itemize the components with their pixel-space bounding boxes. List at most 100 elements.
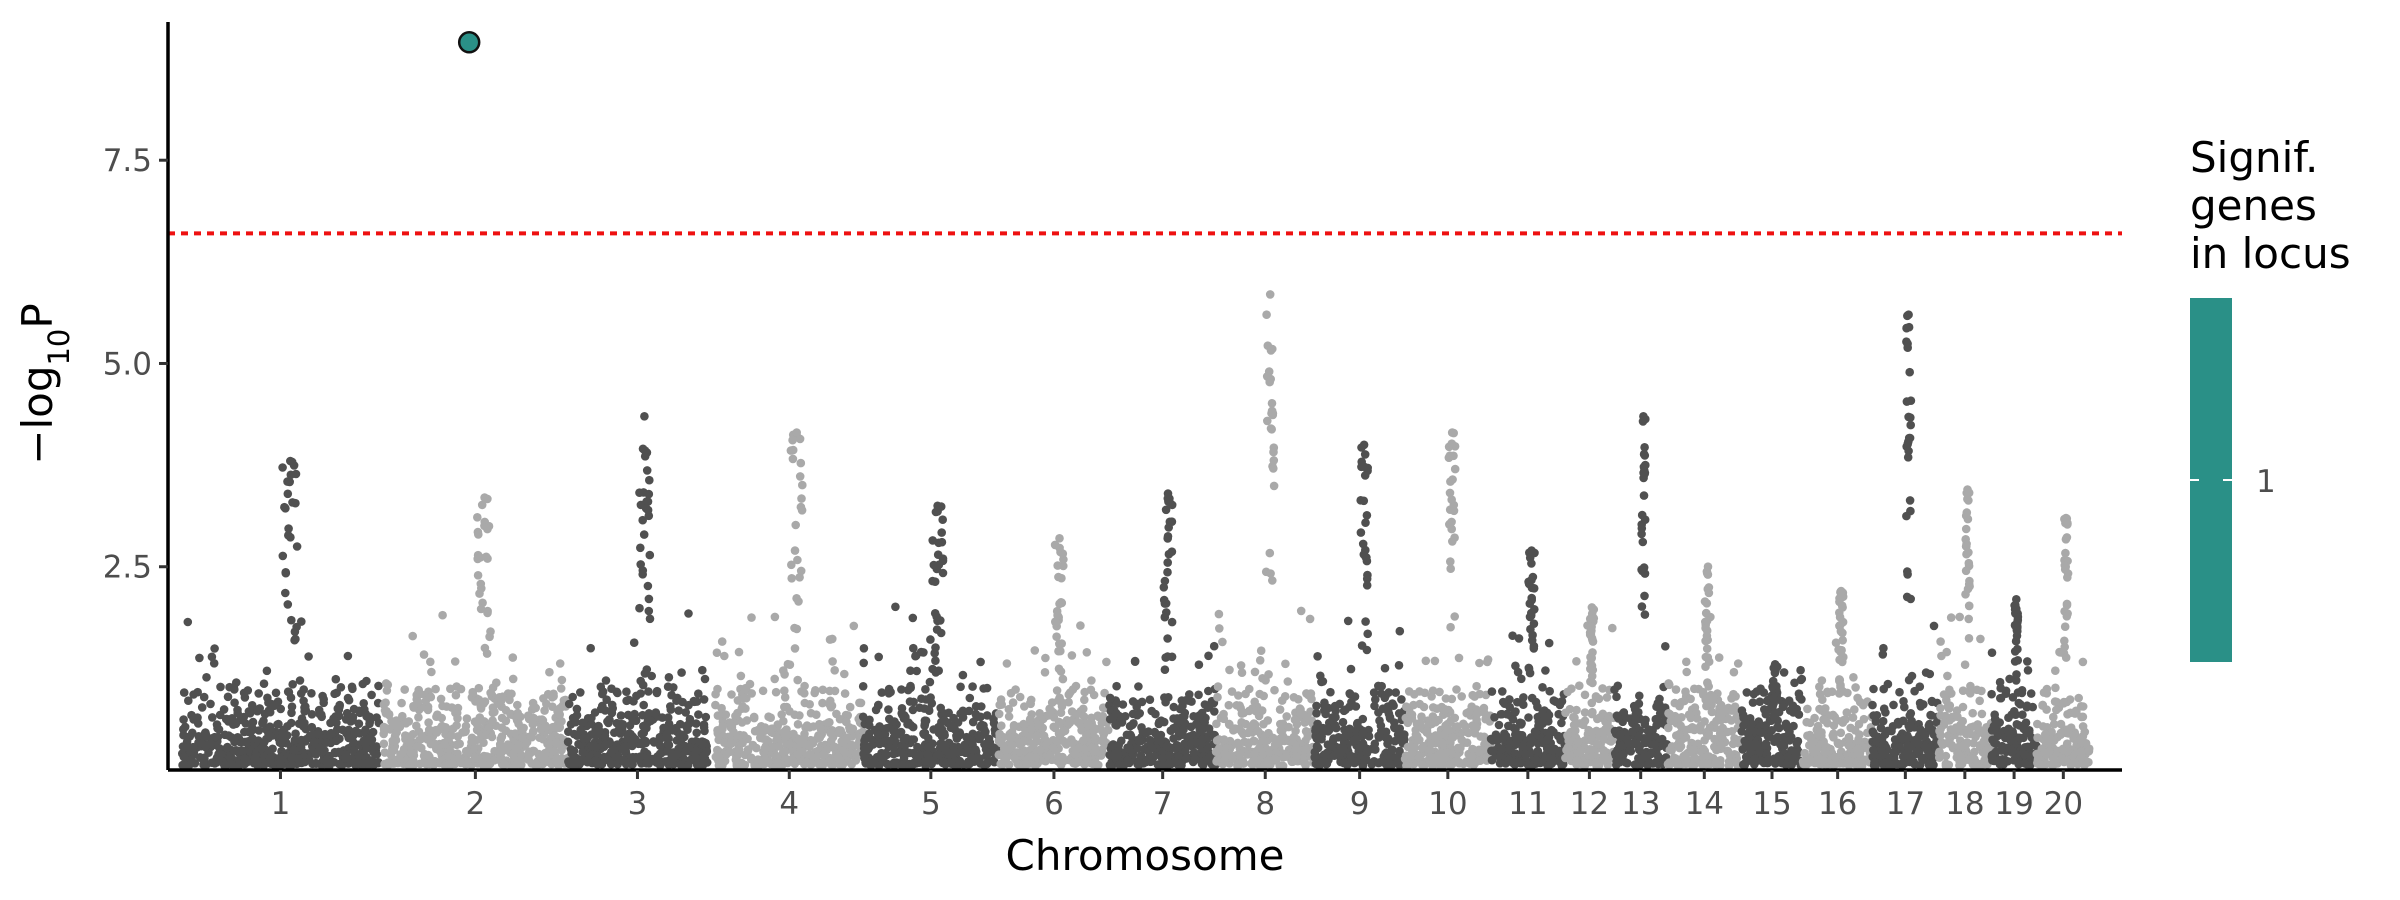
data-point <box>1155 718 1164 727</box>
data-point <box>802 721 812 730</box>
data-point <box>1655 709 1665 718</box>
data-point <box>1361 552 1371 562</box>
data-point <box>514 740 524 750</box>
data-point <box>833 752 843 762</box>
data-point <box>563 737 573 747</box>
data-point <box>847 740 857 750</box>
data-point <box>1377 681 1386 691</box>
data-point <box>1158 753 1167 763</box>
data-point <box>989 719 999 728</box>
data-point <box>1125 744 1134 754</box>
data-point <box>1170 757 1180 767</box>
data-point <box>1586 658 1595 668</box>
data-point <box>1889 700 1898 710</box>
data-point <box>1098 735 1108 744</box>
data-point <box>1402 702 1411 711</box>
data-point <box>1589 614 1599 623</box>
data-point <box>810 688 819 698</box>
data-point <box>1303 732 1313 741</box>
data-point <box>644 709 654 718</box>
data-point <box>994 750 1004 760</box>
data-point <box>643 581 653 591</box>
data-point <box>1475 658 1484 668</box>
data-point <box>897 685 906 694</box>
data-point <box>1402 761 1411 770</box>
data-point <box>792 624 802 634</box>
data-point <box>1313 652 1322 661</box>
data-point <box>936 628 946 638</box>
data-point <box>1621 758 1630 767</box>
data-point <box>890 717 899 726</box>
data-point <box>668 754 678 763</box>
data-point <box>426 692 436 702</box>
data-point <box>1564 736 1573 746</box>
data-point <box>1733 659 1743 668</box>
data-point <box>1269 447 1278 457</box>
data-point <box>427 667 436 677</box>
data-point <box>1504 721 1513 731</box>
data-point <box>1362 574 1372 584</box>
data-point <box>700 674 710 684</box>
data-point <box>1163 534 1172 543</box>
data-point <box>1445 520 1454 529</box>
data-point <box>510 729 520 738</box>
data-point <box>471 717 481 726</box>
data-point <box>1450 464 1460 474</box>
data-point <box>1042 739 1052 748</box>
data-point <box>1377 726 1386 736</box>
data-point <box>1267 399 1277 408</box>
data-point <box>311 750 321 759</box>
data-point <box>764 757 773 766</box>
data-point <box>1665 709 1675 719</box>
data-point <box>940 716 949 725</box>
data-point <box>937 537 947 547</box>
data-point <box>921 757 930 766</box>
data-point <box>1435 731 1445 740</box>
data-point <box>258 718 267 728</box>
data-point <box>1082 648 1092 657</box>
data-point <box>925 677 935 687</box>
data-point <box>1429 759 1439 768</box>
data-point <box>692 760 702 770</box>
data-point <box>1511 661 1520 671</box>
data-point <box>1806 734 1815 743</box>
data-point <box>1431 717 1441 727</box>
data-point <box>1227 687 1237 696</box>
data-point <box>1403 742 1413 752</box>
data-point <box>663 682 673 691</box>
data-point <box>215 710 225 720</box>
data-point <box>1716 700 1726 710</box>
data-point <box>1527 693 1537 703</box>
data-point <box>1415 699 1424 709</box>
data-point <box>1056 708 1066 717</box>
data-point <box>556 684 566 693</box>
data-point <box>1236 661 1246 670</box>
data-point <box>1447 439 1457 449</box>
data-point <box>1511 707 1520 716</box>
data-point <box>641 504 651 513</box>
data-point <box>1041 653 1050 663</box>
data-point <box>1682 657 1691 667</box>
data-point <box>1704 730 1713 740</box>
data-point <box>1138 727 1148 736</box>
data-point <box>731 755 741 765</box>
data-point <box>1533 702 1542 712</box>
data-point <box>701 712 711 722</box>
data-point <box>1629 701 1639 711</box>
data-point <box>431 684 440 694</box>
data-point <box>743 746 753 755</box>
data-point <box>1154 761 1164 770</box>
data-point <box>1380 663 1390 673</box>
data-point <box>1321 709 1330 719</box>
data-point <box>1575 681 1584 690</box>
data-point <box>468 687 478 697</box>
data-point <box>1748 698 1758 707</box>
data-point <box>1761 709 1771 719</box>
data-point <box>1282 712 1291 721</box>
data-point <box>1688 723 1697 732</box>
data-point <box>1167 652 1177 662</box>
data-point <box>471 736 481 745</box>
data-point <box>490 707 499 717</box>
data-point <box>1160 612 1170 622</box>
data-point <box>1701 636 1710 646</box>
